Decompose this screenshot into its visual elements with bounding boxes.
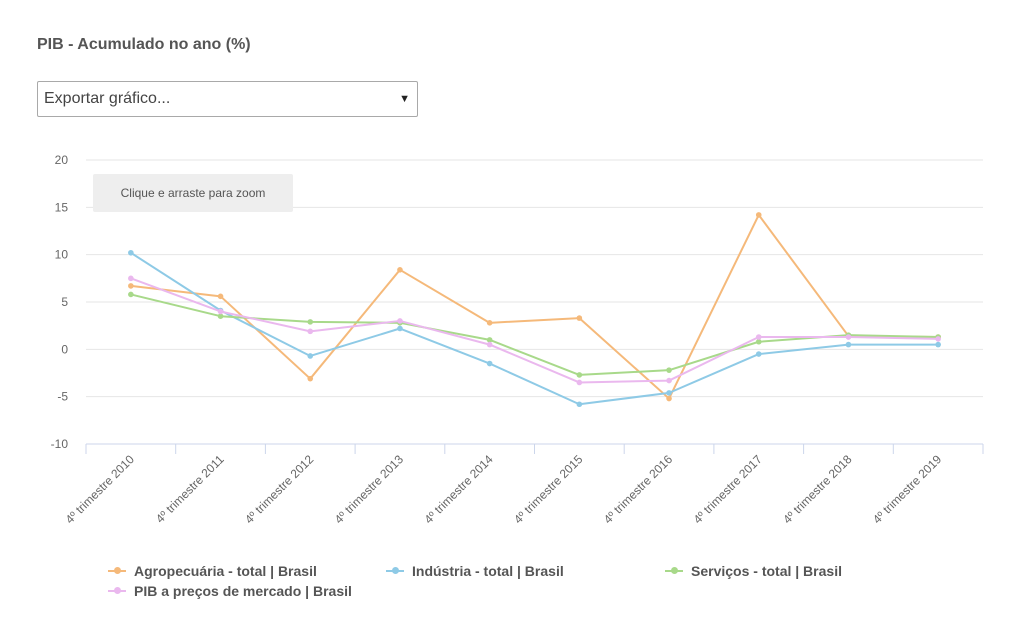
data-point [486,337,493,343]
legend-item[interactable]: Serviços - total | Brasil [665,563,842,579]
y-tick-label: -5 [57,390,68,404]
data-point [397,318,403,324]
y-tick-label: 20 [55,153,69,167]
x-tick-label: 4º trimestre 2017 [691,452,766,527]
data-point [576,372,583,378]
y-tick-label: -10 [51,437,69,451]
x-tick-label: 4º trimestre 2015 [511,452,586,527]
data-point [576,315,583,321]
data-point [845,334,852,340]
data-point [307,353,314,359]
data-point [666,390,672,396]
data-point [666,367,672,373]
data-point [397,325,403,332]
data-point [217,293,224,300]
data-point [755,334,762,340]
legend-item[interactable]: Agropecuária - total | Brasil [108,563,317,579]
series-line [130,213,939,400]
data-point [307,375,314,382]
x-tick-label: 4º trimestre 2011 [153,452,227,526]
legend-label: Serviços - total | Brasil [691,563,842,579]
data-point [307,328,314,335]
data-point [845,341,852,348]
data-point [755,351,762,357]
x-tick-label: 4º trimestre 2010 [63,452,138,527]
legend-swatch [665,566,683,576]
x-tick-label: 4º trimestre 2019 [870,452,945,527]
series-line [130,251,939,406]
data-point [486,320,493,326]
data-point [128,283,134,289]
series-line [130,293,939,376]
data-point [666,395,672,402]
data-point [755,212,762,218]
data-point [486,341,493,348]
data-point [217,308,224,315]
x-tick-label: 4º trimestre 2016 [601,452,676,527]
legend-label: Agropecuária - total | Brasil [134,563,317,579]
y-tick-label: 15 [55,200,69,214]
y-tick-label: 10 [55,248,69,262]
data-point [217,313,224,320]
export-select-label: Exportar gráfico... [44,90,171,107]
series-line [130,277,939,384]
data-point [128,249,134,256]
y-tick-label: 0 [61,342,68,356]
zoom-hint: Clique e arraste para zoom [93,174,293,212]
export-chart-select[interactable]: Exportar gráfico... ▼ [37,81,418,117]
legend-swatch [108,566,126,576]
data-point [755,338,762,345]
data-point [576,401,583,408]
data-point [576,379,583,386]
data-point [128,275,134,282]
y-tick-label: 5 [61,295,68,309]
data-point [935,336,941,342]
data-point [935,341,941,348]
data-point [397,267,403,273]
legend-swatch [386,566,404,576]
x-tick-label: 4º trimestre 2018 [780,452,855,527]
dropdown-arrow-icon: ▼ [399,93,410,105]
x-tick-label: 4º trimestre 2014 [421,452,496,527]
legend-label: Indústria - total | Brasil [412,563,564,579]
x-tick-label: 4º trimestre 2013 [332,452,407,527]
x-tick-label: 4º trimestre 2012 [242,452,317,527]
chart-title: PIB - Acumulado no ano (%) [37,36,251,53]
legend-swatch [108,586,126,596]
data-point [128,291,134,298]
legend-item[interactable]: PIB a preços de mercado | Brasil [108,583,352,599]
legend-label: PIB a preços de mercado | Brasil [134,583,352,599]
legend-item[interactable]: Indústria - total | Brasil [386,563,564,579]
data-point [307,319,314,325]
data-point [666,377,672,384]
data-point [486,360,493,367]
